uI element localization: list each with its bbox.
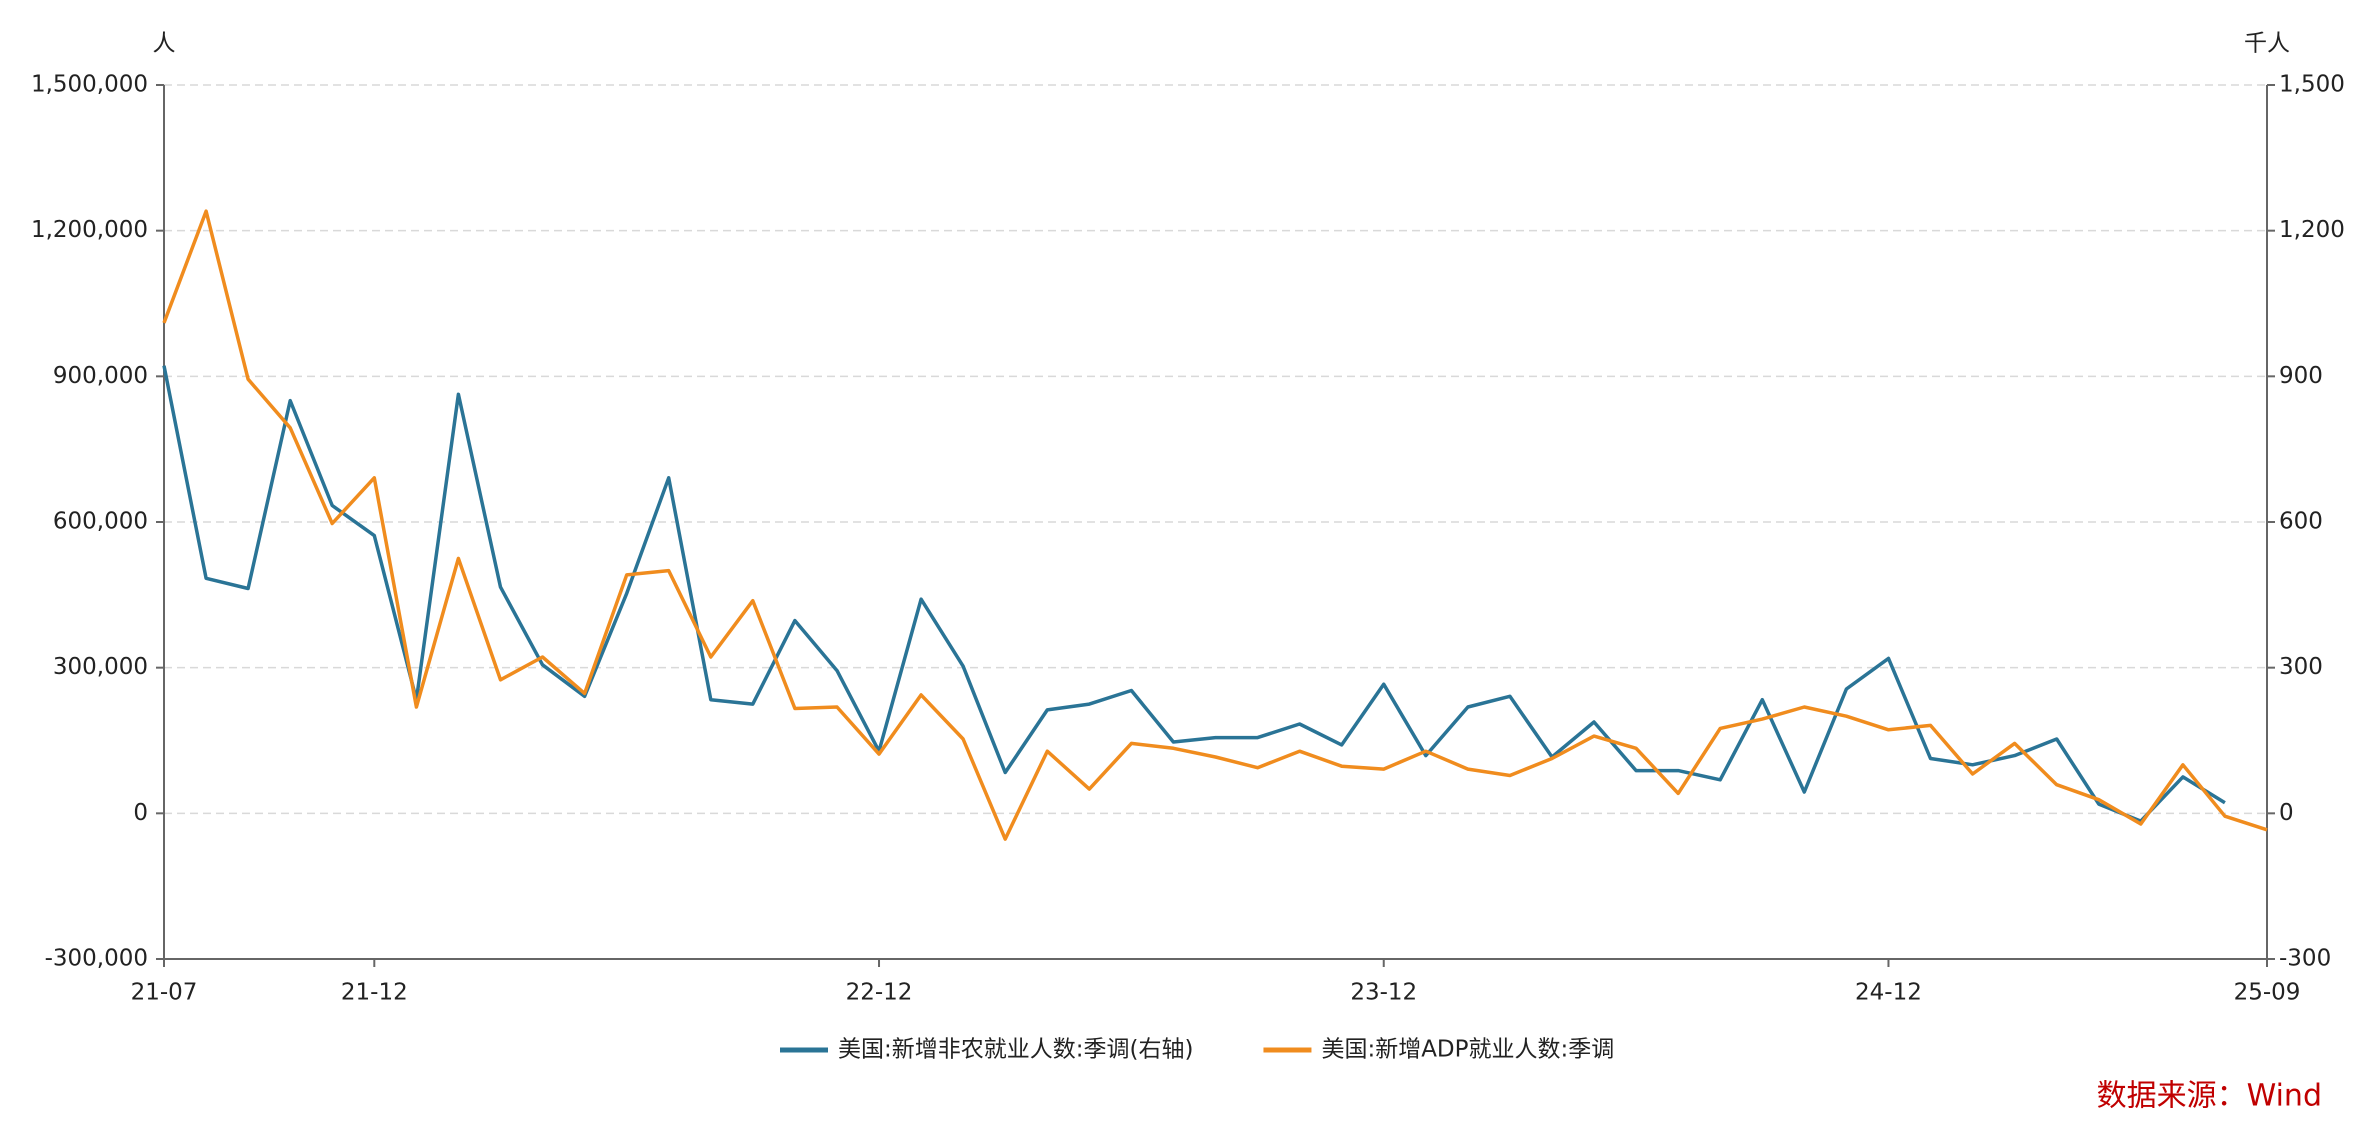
series-line — [162, 365, 2226, 823]
x-tick-label: 21-12 — [341, 980, 408, 1006]
y2-tick-label: 0 — [2279, 800, 2294, 826]
y2-tick-label: 1,200 — [2279, 217, 2345, 243]
x-tick-label: 24-12 — [1855, 980, 1922, 1006]
y-tick-label: 0 — [133, 800, 148, 826]
source: 数据来源：Wind — [2097, 1079, 2322, 1114]
y2-tick-label: 1,500 — [2279, 72, 2345, 98]
x-tick-label: 25-09 — [2234, 980, 2301, 1006]
series-line — [162, 209, 2268, 841]
y-tick-label: 300,000 — [53, 654, 148, 680]
y2-tick-label: 300 — [2279, 654, 2323, 680]
x-tick-label: 22-12 — [846, 980, 913, 1006]
y-tick-label: 1,200,000 — [31, 217, 148, 243]
y2-unit: 千人 — [2244, 31, 2290, 57]
y-tick-label: 1,500,000 — [31, 72, 148, 98]
y2-tick-label: 600 — [2279, 509, 2323, 535]
legend-label: 美国:新增非农就业人数:季调(右轴) — [838, 1037, 1193, 1063]
y-tick-label: 900,000 — [53, 363, 148, 389]
x-tick-label: 23-12 — [1350, 980, 1417, 1006]
legend-label: 美国:新增ADP就业人数:季调 — [1321, 1037, 1614, 1063]
y2-tick-label: -300 — [2279, 946, 2331, 972]
y-unit: 人 — [153, 31, 176, 57]
y-tick-label: -300,000 — [45, 946, 148, 972]
y-tick-label: 600,000 — [53, 509, 148, 535]
y2-tick-label: 900 — [2279, 363, 2323, 389]
x-tick-label: 21-07 — [131, 980, 198, 1006]
